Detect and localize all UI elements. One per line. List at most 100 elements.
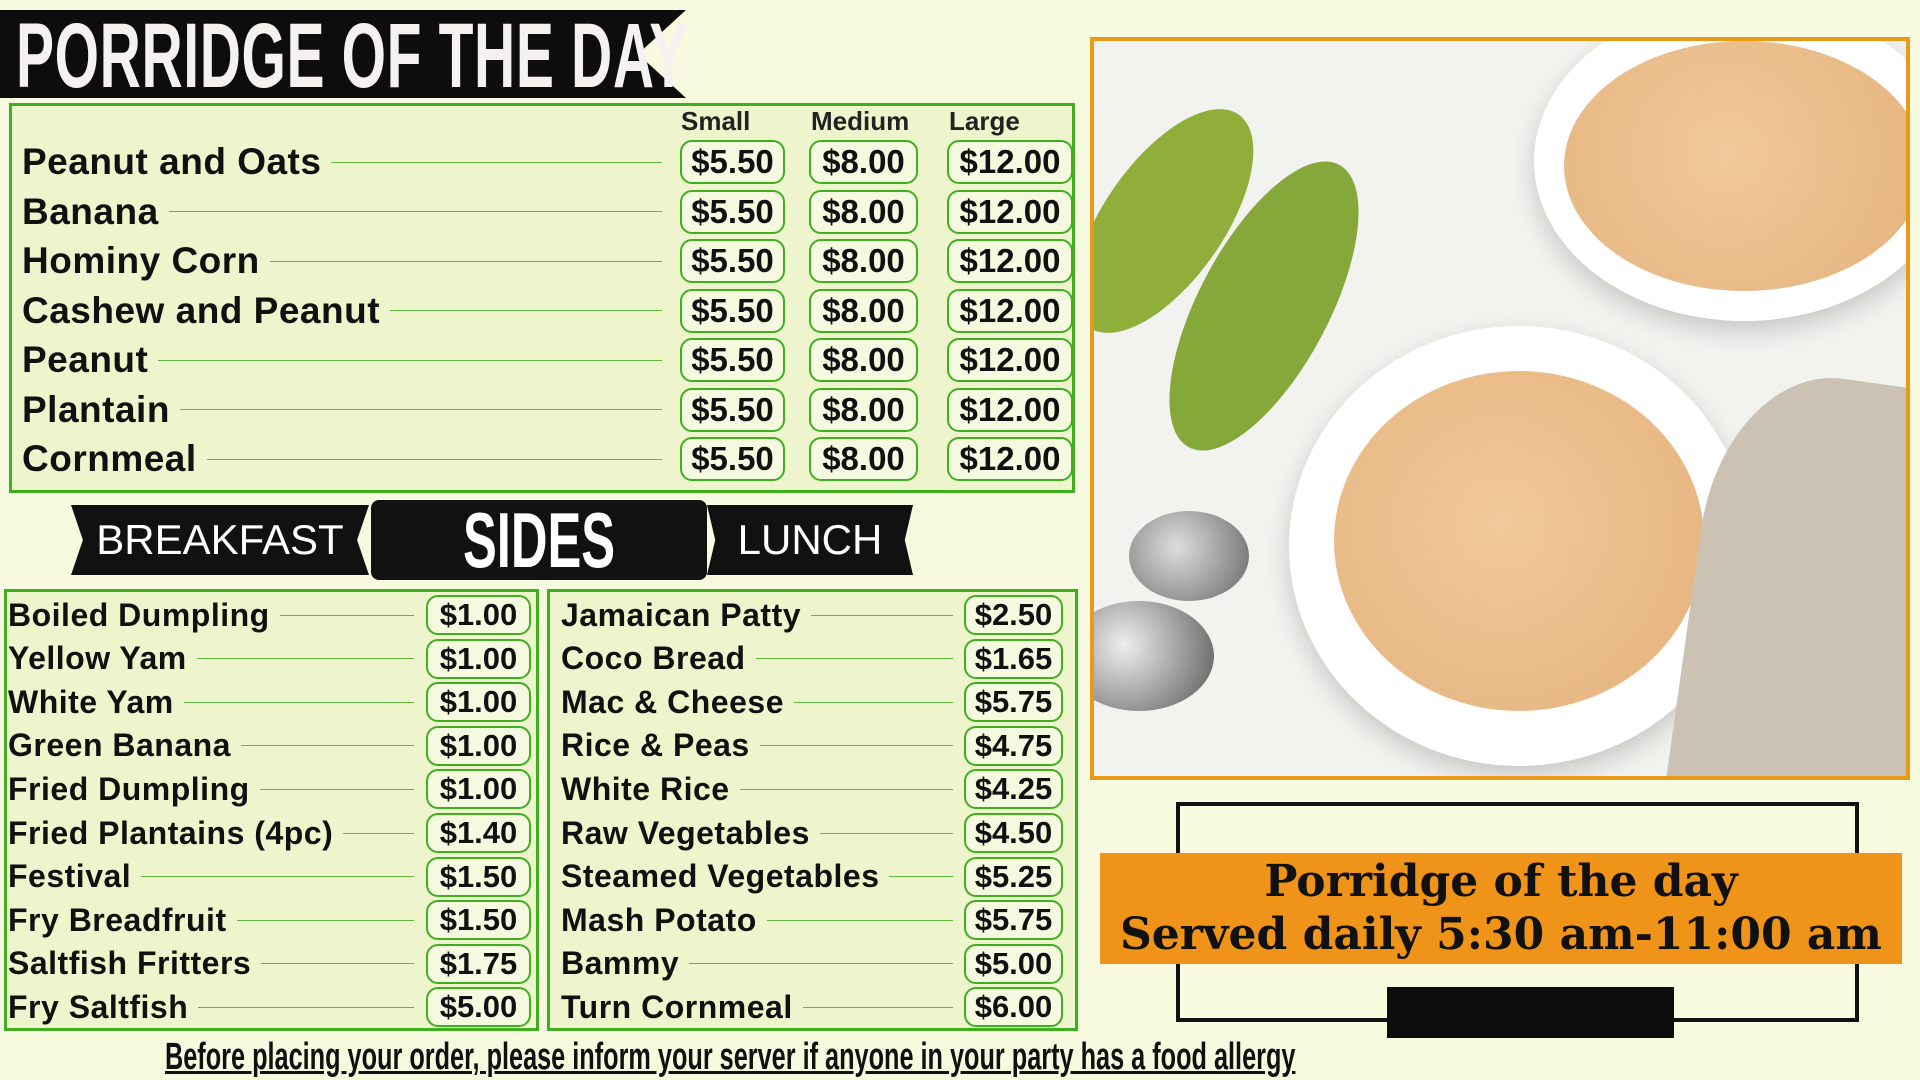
- leader-line: [183, 701, 414, 703]
- breakfast-price-badge: $1.50: [426, 900, 531, 941]
- price-badge: $5.50: [680, 140, 785, 184]
- bowl-front-icon: [1289, 326, 1749, 766]
- breakfast-item-name: White Yam: [8, 683, 174, 720]
- breakfast-item-name: Fry Saltfish: [8, 988, 189, 1025]
- leader-line: [766, 919, 953, 921]
- breakfast-row: Saltfish Fritters: [8, 944, 424, 984]
- lunch-row: Steamed Vegetables: [561, 857, 963, 897]
- leader-line: [793, 701, 953, 703]
- title-banner: [0, 10, 686, 98]
- breakfast-row: White Yam: [8, 682, 424, 722]
- breakfast-price-badge: $1.40: [426, 813, 531, 853]
- breakfast-price-badge: $5.00: [426, 987, 531, 1028]
- black-bar: [1387, 987, 1674, 1038]
- size-header-medium: Medium: [811, 106, 910, 136]
- price-badge: $12.00: [947, 338, 1073, 382]
- breakfast-item-name: Green Banana: [8, 727, 231, 764]
- lunch-price-badge: $5.25: [964, 856, 1063, 897]
- allergy-notice: Before placing your order, please inform…: [165, 1036, 1296, 1078]
- bowl-top-icon: [1534, 41, 1906, 321]
- lunch-row: Coco Bread: [561, 639, 963, 679]
- lunch-tag: LUNCH: [707, 505, 913, 575]
- lunch-item-name: Steamed Vegetables: [561, 858, 880, 895]
- price-badge: $8.00: [809, 239, 918, 283]
- leader-line: [158, 359, 662, 361]
- price-badge: $12.00: [947, 140, 1073, 184]
- porridge-name: Cashew and Peanut: [22, 289, 381, 331]
- lunch-item-name: Jamaican Patty: [561, 596, 802, 633]
- porridge-name: Hominy Corn: [22, 240, 260, 281]
- price-badge: $12.00: [947, 189, 1073, 234]
- leader-line: [279, 614, 414, 616]
- promo-line-2: Served daily 5:30 am-11:00 am: [1119, 909, 1882, 960]
- breakfast-item-name: Fried Plantains (4pc): [8, 814, 334, 851]
- spoon-icon: [1094, 601, 1214, 711]
- leader-line: [343, 832, 414, 834]
- breakfast-price-badge: $1.00: [426, 769, 531, 810]
- porridge-row: Plantain: [22, 388, 672, 432]
- leader-line: [689, 963, 953, 965]
- price-badge: $12.00: [947, 239, 1073, 283]
- leader-line: [819, 832, 953, 834]
- leader-line: [269, 260, 662, 262]
- porridge-row: Peanut: [22, 338, 672, 382]
- price-badge: $5.50: [680, 239, 785, 283]
- lunch-price-badge: $2.50: [964, 595, 1063, 635]
- breakfast-price-badge: $1.00: [426, 682, 531, 723]
- leader-line: [331, 161, 662, 163]
- breakfast-row: Festival: [8, 857, 424, 897]
- lunch-item-name: Mash Potato: [561, 901, 757, 938]
- breakfast-item-name: Fry Breadfruit: [8, 901, 227, 938]
- leader-line: [889, 876, 953, 878]
- breakfast-price-badge: $1.00: [426, 638, 531, 679]
- leader-line: [802, 1006, 953, 1008]
- spoon-icon: [1129, 511, 1249, 601]
- leader-line: [811, 614, 953, 616]
- porridge-row: Cornmeal: [22, 437, 672, 481]
- breakfast-row: Green Banana: [8, 726, 424, 766]
- price-badge: $8.00: [809, 437, 918, 481]
- breakfast-item-name: Fried Dumpling: [8, 770, 250, 807]
- lunch-item-name: Rice & Peas: [561, 727, 750, 764]
- price-badge: $12.00: [947, 437, 1073, 481]
- lunch-price-badge: $5.75: [964, 900, 1063, 941]
- leader-line: [168, 211, 662, 212]
- lunch-row: Bammy: [561, 944, 963, 984]
- lunch-row: White Rice: [561, 769, 963, 809]
- leader-line: [739, 788, 953, 790]
- leader-line: [236, 919, 414, 921]
- price-badge: $12.00: [947, 387, 1073, 432]
- lunch-price-badge: $4.75: [964, 725, 1063, 766]
- promo-line-1: Porridge of the day: [1264, 856, 1738, 907]
- breakfast-row: Fried Plantains (4pc): [8, 813, 424, 853]
- lunch-item-name: Raw Vegetables: [561, 814, 810, 851]
- lunch-row: Turn Cornmeal: [561, 987, 963, 1027]
- leader-line: [198, 1006, 414, 1008]
- porridge-photo: [1090, 37, 1910, 780]
- breakfast-row: Boiled Dumpling: [8, 595, 424, 635]
- leader-line: [259, 788, 414, 790]
- leader-line: [390, 310, 662, 311]
- lunch-price-badge: $1.65: [964, 638, 1063, 679]
- leader-line: [196, 658, 414, 660]
- breakfast-item-name: Festival: [8, 858, 132, 895]
- lunch-item-name: Coco Bread: [561, 640, 746, 677]
- sides-tag: SIDES: [371, 496, 707, 584]
- lunch-row: Rice & Peas: [561, 726, 963, 766]
- lunch-item-name: Bammy: [561, 945, 680, 982]
- lunch-row: Mac & Cheese: [561, 682, 963, 722]
- lunch-item-name: Mac & Cheese: [561, 683, 784, 720]
- breakfast-price-badge: $1.00: [426, 725, 531, 766]
- porridge-name: Plantain: [22, 388, 170, 430]
- porridge-row: Banana: [22, 190, 672, 234]
- lunch-row: Jamaican Patty: [561, 595, 963, 635]
- breakfast-item-name: Yellow Yam: [8, 640, 187, 677]
- lunch-item-name: Turn Cornmeal: [561, 988, 793, 1025]
- leader-line: [240, 745, 414, 747]
- price-badge: $5.50: [680, 288, 785, 333]
- lunch-item-name: White Rice: [561, 770, 730, 807]
- price-badge: $5.50: [680, 189, 785, 234]
- porridge-name: Banana: [22, 190, 159, 232]
- lunch-price-badge: $6.00: [964, 987, 1063, 1028]
- price-badge: $8.00: [809, 338, 918, 382]
